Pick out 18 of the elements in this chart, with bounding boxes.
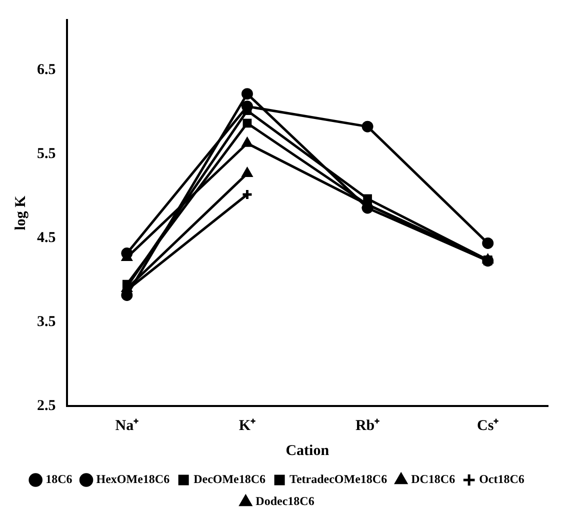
x-axis-title: Cation bbox=[286, 442, 330, 459]
legend-label: DecOMe18C6 bbox=[194, 472, 266, 486]
x-tick-label: K⁺ bbox=[238, 418, 256, 434]
y-tick-label: 6.5 bbox=[37, 62, 56, 78]
x-tick-label: Cs⁺ bbox=[477, 418, 499, 434]
y-tick-label: 4.5 bbox=[37, 230, 56, 246]
legend-label: HexOMe18C6 bbox=[96, 472, 170, 486]
x-tick-label: Na⁺ bbox=[115, 418, 139, 434]
legend-label: Oct18C6 bbox=[479, 472, 524, 486]
y-tick-label: 2.5 bbox=[37, 398, 56, 414]
y-axis-title: log K bbox=[12, 195, 29, 230]
x-tick-label: Rb⁺ bbox=[355, 418, 380, 434]
y-tick-label: 5.5 bbox=[37, 146, 56, 162]
legend-label: TetradecOMe18C6 bbox=[290, 472, 388, 486]
legend-label: DC18C6 bbox=[411, 472, 456, 486]
legend-label: Dodec18C6 bbox=[256, 494, 314, 508]
y-tick-label: 3.5 bbox=[37, 314, 56, 330]
legend-label: 18C6 bbox=[46, 472, 72, 486]
